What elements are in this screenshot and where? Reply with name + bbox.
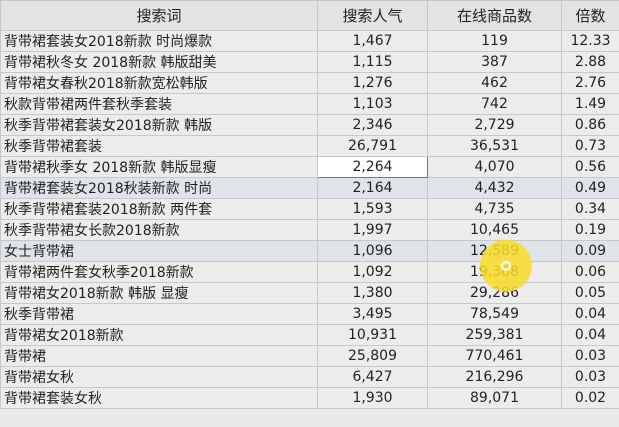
value-cell[interactable]: 0.02 xyxy=(561,387,619,409)
value-cell[interactable]: 12,589 xyxy=(427,240,562,262)
value-cell[interactable]: 1,096 xyxy=(317,240,428,262)
table-row: 秋季背带裙套装女2018新款 韩版 2,346 2,729 0.86 xyxy=(0,114,619,136)
value-cell[interactable]: 1.49 xyxy=(561,93,619,115)
value-cell[interactable]: 0.73 xyxy=(561,135,619,157)
value-cell[interactable]: 1,930 xyxy=(317,387,428,409)
table-row: 背带裙秋季女 2018新款 韩版显瘦 2,264 4,070 0.56 xyxy=(0,156,619,178)
value-cell[interactable]: 12.33 xyxy=(561,30,619,52)
value-cell[interactable]: 0.49 xyxy=(561,177,619,199)
value-cell[interactable]: 0.03 xyxy=(561,345,619,367)
keyword-cell[interactable]: 背带裙套装女秋 xyxy=(0,387,318,409)
value-cell[interactable]: 2.76 xyxy=(561,72,619,94)
table-body: 背带裙套装女2018新款 时尚爆款 1,467 119 12.33 背带裙秋冬女 201… xyxy=(0,30,619,409)
value-cell[interactable]: 0.05 xyxy=(561,282,619,304)
value-cell[interactable]: 216,296 xyxy=(427,366,562,388)
value-cell[interactable]: 3,495 xyxy=(317,303,428,325)
value-cell[interactable]: 0.04 xyxy=(561,324,619,346)
value-cell[interactable]: 0.06 xyxy=(561,261,619,283)
value-cell[interactable]: 0.19 xyxy=(561,219,619,241)
keyword-cell[interactable]: 背带裙女2018新款 韩版 显瘦 xyxy=(0,282,318,304)
table-row: 秋季背带裙 3,495 78,549 0.04 xyxy=(0,303,619,325)
value-cell[interactable]: 25,809 xyxy=(317,345,428,367)
value-cell[interactable]: 2.88 xyxy=(561,51,619,73)
table-row: 秋季背带裙套装2018新款 两件套 1,593 4,735 0.34 xyxy=(0,198,619,220)
value-cell[interactable]: 259,381 xyxy=(427,324,562,346)
value-cell[interactable]: 10,465 xyxy=(427,219,562,241)
keyword-cell[interactable]: 背带裙 xyxy=(0,345,318,367)
table-row: 女士背带裙 1,096 12,589 0.09 xyxy=(0,240,619,262)
value-cell[interactable]: 2,264 xyxy=(317,156,428,178)
value-cell[interactable]: 4,432 xyxy=(427,177,562,199)
table-row: 背带裙 25,809 770,461 0.03 xyxy=(0,345,619,367)
value-cell[interactable]: 4,735 xyxy=(427,198,562,220)
keyword-cell[interactable]: 秋款背带裙两件套秋季套装 xyxy=(0,93,318,115)
table-row: 背带裙套装女2018新款 时尚爆款 1,467 119 12.33 xyxy=(0,30,619,52)
value-cell[interactable]: 119 xyxy=(427,30,562,52)
keyword-cell[interactable]: 秋季背带裙套装2018新款 两件套 xyxy=(0,198,318,220)
value-cell[interactable]: 1,276 xyxy=(317,72,428,94)
value-cell[interactable]: 89,071 xyxy=(427,387,562,409)
value-cell[interactable]: 1,380 xyxy=(317,282,428,304)
keyword-cell[interactable]: 背带裙女春秋2018新款宽松韩版 xyxy=(0,72,318,94)
keyword-table: 搜索词 搜索人气 在线商品数 倍数 背带裙套装女2018新款 时尚爆款 1,467 119… xyxy=(0,0,619,409)
value-cell[interactable]: 1,103 xyxy=(317,93,428,115)
value-cell[interactable]: 10,931 xyxy=(317,324,428,346)
keyword-cell[interactable]: 背带裙两件套女秋季2018新款 xyxy=(0,261,318,283)
value-cell[interactable]: 0.04 xyxy=(561,303,619,325)
keyword-cell[interactable]: 秋季背带裙套装女2018新款 韩版 xyxy=(0,114,318,136)
value-cell[interactable]: 6,427 xyxy=(317,366,428,388)
value-cell[interactable]: 770,461 xyxy=(427,345,562,367)
column-header[interactable]: 搜索词 xyxy=(0,0,318,31)
table-row: 秋季背带裙套装 26,791 36,531 0.73 xyxy=(0,135,619,157)
value-cell[interactable]: 26,791 xyxy=(317,135,428,157)
table-row: 秋季背带裙女长款2018新款 1,997 10,465 0.19 xyxy=(0,219,619,241)
value-cell[interactable]: 387 xyxy=(427,51,562,73)
value-cell[interactable]: 0.34 xyxy=(561,198,619,220)
value-cell[interactable]: 742 xyxy=(427,93,562,115)
header-row: 搜索词 搜索人气 在线商品数 倍数 xyxy=(0,0,619,31)
value-cell[interactable]: 19,368 xyxy=(427,261,562,283)
table-row: 背带裙两件套女秋季2018新款 1,092 19,368 0.06 xyxy=(0,261,619,283)
value-cell[interactable]: 1,467 xyxy=(317,30,428,52)
value-cell[interactable]: 0.03 xyxy=(561,366,619,388)
keyword-cell[interactable]: 背带裙秋季女 2018新款 韩版显瘦 xyxy=(0,156,318,178)
value-cell[interactable]: 2,346 xyxy=(317,114,428,136)
value-cell[interactable]: 462 xyxy=(427,72,562,94)
table-row: 背带裙套装女2018秋装新款 时尚 2,164 4,432 0.49 xyxy=(0,177,619,199)
table-row: 背带裙女2018新款 10,931 259,381 0.04 xyxy=(0,324,619,346)
value-cell[interactable]: 0.56 xyxy=(561,156,619,178)
table-row: 秋款背带裙两件套秋季套装 1,103 742 1.49 xyxy=(0,93,619,115)
value-cell[interactable]: 4,070 xyxy=(427,156,562,178)
column-header[interactable]: 搜索人气 xyxy=(317,0,428,31)
value-cell[interactable]: 1,593 xyxy=(317,198,428,220)
value-cell[interactable]: 0.09 xyxy=(561,240,619,262)
keyword-cell[interactable]: 背带裙女2018新款 xyxy=(0,324,318,346)
table-row: 背带裙女秋 6,427 216,296 0.03 xyxy=(0,366,619,388)
table-row: 背带裙套装女秋 1,930 89,071 0.02 xyxy=(0,387,619,409)
table-row: 背带裙秋冬女 2018新款 韩版甜美 1,115 387 2.88 xyxy=(0,51,619,73)
value-cell[interactable]: 1,092 xyxy=(317,261,428,283)
keyword-cell[interactable]: 背带裙女秋 xyxy=(0,366,318,388)
table-row: 背带裙女春秋2018新款宽松韩版 1,276 462 2.76 xyxy=(0,72,619,94)
keyword-cell[interactable]: 背带裙秋冬女 2018新款 韩版甜美 xyxy=(0,51,318,73)
keyword-cell[interactable]: 秋季背带裙套装 xyxy=(0,135,318,157)
value-cell[interactable]: 2,729 xyxy=(427,114,562,136)
keyword-cell[interactable]: 秋季背带裙 xyxy=(0,303,318,325)
value-cell[interactable]: 1,997 xyxy=(317,219,428,241)
keyword-cell[interactable]: 背带裙套装女2018新款 时尚爆款 xyxy=(0,30,318,52)
value-cell[interactable]: 1,115 xyxy=(317,51,428,73)
column-header[interactable]: 倍数 xyxy=(561,0,619,31)
column-header[interactable]: 在线商品数 xyxy=(427,0,562,31)
value-cell[interactable]: 2,164 xyxy=(317,177,428,199)
keyword-cell[interactable]: 女士背带裙 xyxy=(0,240,318,262)
keyword-cell[interactable]: 背带裙套装女2018秋装新款 时尚 xyxy=(0,177,318,199)
value-cell[interactable]: 78,549 xyxy=(427,303,562,325)
table-row: 背带裙女2018新款 韩版 显瘦 1,380 29,286 0.05 xyxy=(0,282,619,304)
value-cell[interactable]: 29,286 xyxy=(427,282,562,304)
value-cell[interactable]: 0.86 xyxy=(561,114,619,136)
keyword-cell[interactable]: 秋季背带裙女长款2018新款 xyxy=(0,219,318,241)
value-cell[interactable]: 36,531 xyxy=(427,135,562,157)
